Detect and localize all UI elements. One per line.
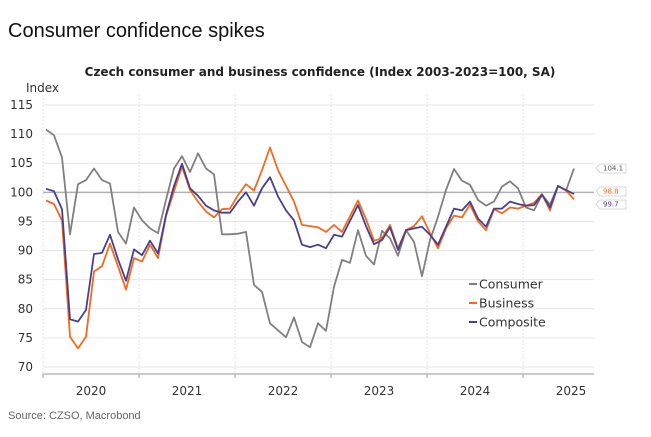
axes: 70 75 80 85 90 95 100 105 110 115 2020 2021 2022 2023… [10, 98, 594, 398]
y-tick-label: 100 [10, 185, 33, 199]
y-tick-label: 90 [18, 244, 33, 258]
y-tick-label: 80 [18, 302, 33, 316]
end-label-business: 98.8 [603, 188, 619, 196]
x-tick-label: 2020 [76, 384, 107, 398]
end-label-consumer: 104.1 [603, 165, 623, 173]
y-tick-label: 85 [18, 273, 33, 287]
end-label-box [595, 199, 627, 210]
end-label-box [595, 163, 627, 174]
end-label-composite: 99.7 [603, 201, 619, 209]
y-tick-label: 95 [18, 214, 33, 228]
series-line-composite [45, 162, 575, 323]
y-tick-label: 70 [18, 360, 33, 374]
legend: Consumer Business Composite [469, 277, 546, 330]
source-note: Source: CZSO, Macrobond [8, 410, 141, 422]
legend-label-consumer: Consumer [479, 277, 544, 292]
x-tick-label: 2024 [460, 384, 491, 398]
y-tick-label: 105 [10, 156, 33, 170]
x-tick-label: 2021 [172, 384, 203, 398]
legend-label-business: Business [479, 296, 534, 311]
chart-title: Czech consumer and business confidence (… [85, 65, 556, 79]
end-labels: 104.1 98.8 99.7 [595, 163, 627, 210]
x-tick-label: 2023 [364, 384, 395, 398]
series-lines [45, 128, 575, 350]
y-tick-label: 110 [10, 127, 33, 141]
y-tick-label: 115 [10, 98, 33, 112]
grid [42, 95, 594, 374]
x-tick-label: 2025 [556, 384, 587, 398]
legend-label-composite: Composite [479, 315, 546, 330]
y-tick-label: 75 [18, 331, 33, 345]
series-line-consumer [45, 128, 575, 349]
series-line-business [45, 146, 575, 350]
x-tick-label: 2022 [268, 384, 299, 398]
y-axis-label: Index [26, 81, 59, 95]
headline: Consumer confidence spikes [8, 20, 265, 42]
end-label-box [595, 186, 627, 197]
